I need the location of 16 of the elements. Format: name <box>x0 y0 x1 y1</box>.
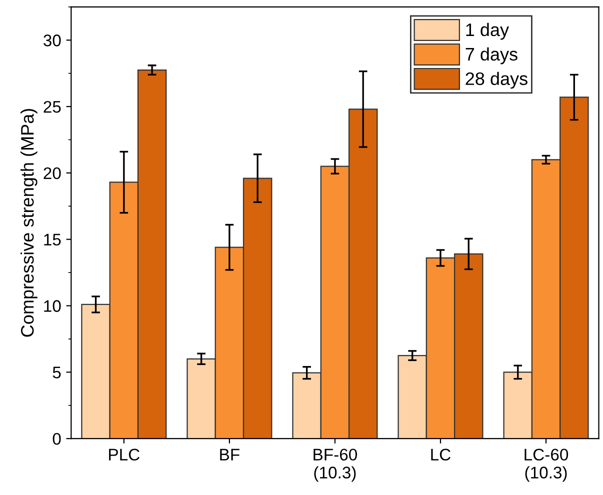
y-tick-label: 5 <box>52 366 61 378</box>
y-tick-label: 20 <box>44 167 61 180</box>
x-tick-label: LC <box>431 448 451 461</box>
x-tick-label: LC-60 (10.3) <box>524 448 568 482</box>
x-tick-label: BF-60 (10.3) <box>314 448 358 482</box>
y-tick-label: 25 <box>44 100 61 113</box>
y-tick-label: 0 <box>52 432 61 445</box>
x-tick-label: PLC <box>109 448 140 461</box>
y-tick-label: 10 <box>44 300 61 312</box>
y-tick-label: 30 <box>44 34 61 46</box>
legend-label: 1 day <box>466 22 510 40</box>
legend-label: 28 days <box>466 72 528 89</box>
y-tick-label: 15 <box>44 234 61 246</box>
x-tick-label: BF <box>220 448 240 460</box>
y-axis-title: Compressive strength (MPa) <box>20 108 38 337</box>
legend-label: 7 days <box>466 47 518 64</box>
